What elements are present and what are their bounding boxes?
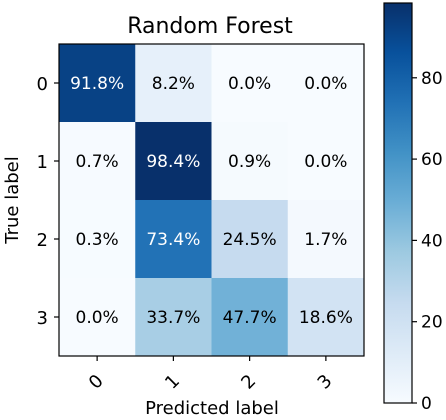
heatmap-cell <box>287 44 365 123</box>
chart-title: Random Forest <box>127 14 293 39</box>
cell-value-label: 0.0% <box>76 308 119 328</box>
heatmap-cell <box>287 122 365 201</box>
cell-value-label: 0.0% <box>304 152 347 172</box>
heatmap-cell <box>59 278 136 357</box>
cell-value-label: 91.8% <box>70 74 124 94</box>
x-axis-ticks: 0 1 2 3 <box>85 356 337 394</box>
y-tick-label: 1 <box>37 152 48 173</box>
x-tick-label: 0 <box>85 371 108 394</box>
cell-value-label: 0.7% <box>76 152 119 172</box>
cell-value-label: 1.7% <box>304 230 347 250</box>
cell-value-label: 0.9% <box>228 152 271 172</box>
heatmap-cell <box>211 200 289 279</box>
cell-value-label: 0.0% <box>304 74 347 94</box>
x-tick-label: 1 <box>161 371 184 394</box>
cell-value-label: 0.3% <box>76 230 119 250</box>
cell-value-label: 33.7% <box>146 308 200 328</box>
y-axis-label: True label <box>2 156 23 245</box>
cell-value-label: 0.0% <box>228 74 271 94</box>
heatmap-cell <box>59 44 136 123</box>
y-tick-label: 3 <box>37 308 48 329</box>
cell-value-label: 73.4% <box>146 230 200 250</box>
heatmap-cell <box>211 278 289 357</box>
colorbar-tick-label: 60 <box>421 150 443 170</box>
y-tick-label: 0 <box>37 74 48 95</box>
colorbar-tick-label: 40 <box>421 231 443 251</box>
x-tick-label: 3 <box>314 371 337 394</box>
colorbar <box>383 2 413 404</box>
colorbar-tick-label: 0 <box>421 394 432 414</box>
colorbar-tick-label: 20 <box>421 313 443 333</box>
heatmap-cell <box>287 278 365 357</box>
heatmap-frame <box>58 43 365 357</box>
x-axis-label: Predicted label <box>145 398 279 419</box>
heatmap-cell <box>135 44 212 123</box>
colorbar-ticks: 0 20 40 60 80 <box>412 69 443 414</box>
heatmap-cell-labels: 91.8% 8.2% 0.0% 0.0% 0.7% 98.4% 0.9% 0.0% 0.3% 73… <box>70 74 353 328</box>
y-axis-ticks: 0 1 2 3 <box>37 74 59 329</box>
heatmap-cells <box>59 44 365 357</box>
heatmap-cell <box>59 122 136 201</box>
heatmap-cell <box>287 200 365 279</box>
heatmap-cell <box>211 44 289 123</box>
y-tick-label: 2 <box>37 230 48 251</box>
cell-value-label: 24.5% <box>223 230 277 250</box>
x-tick-label: 2 <box>237 371 260 394</box>
heatmap-cell <box>135 200 212 279</box>
heatmap-cell <box>135 122 212 201</box>
cell-value-label: 18.6% <box>299 308 353 328</box>
colorbar-tick-label: 80 <box>421 69 443 89</box>
cell-value-label: 47.7% <box>223 308 277 328</box>
cell-value-label: 8.2% <box>152 74 195 94</box>
cell-value-label: 98.4% <box>146 152 200 172</box>
heatmap-cell <box>135 278 212 357</box>
heatmap-cell <box>59 200 136 279</box>
heatmap-cell <box>211 122 289 201</box>
